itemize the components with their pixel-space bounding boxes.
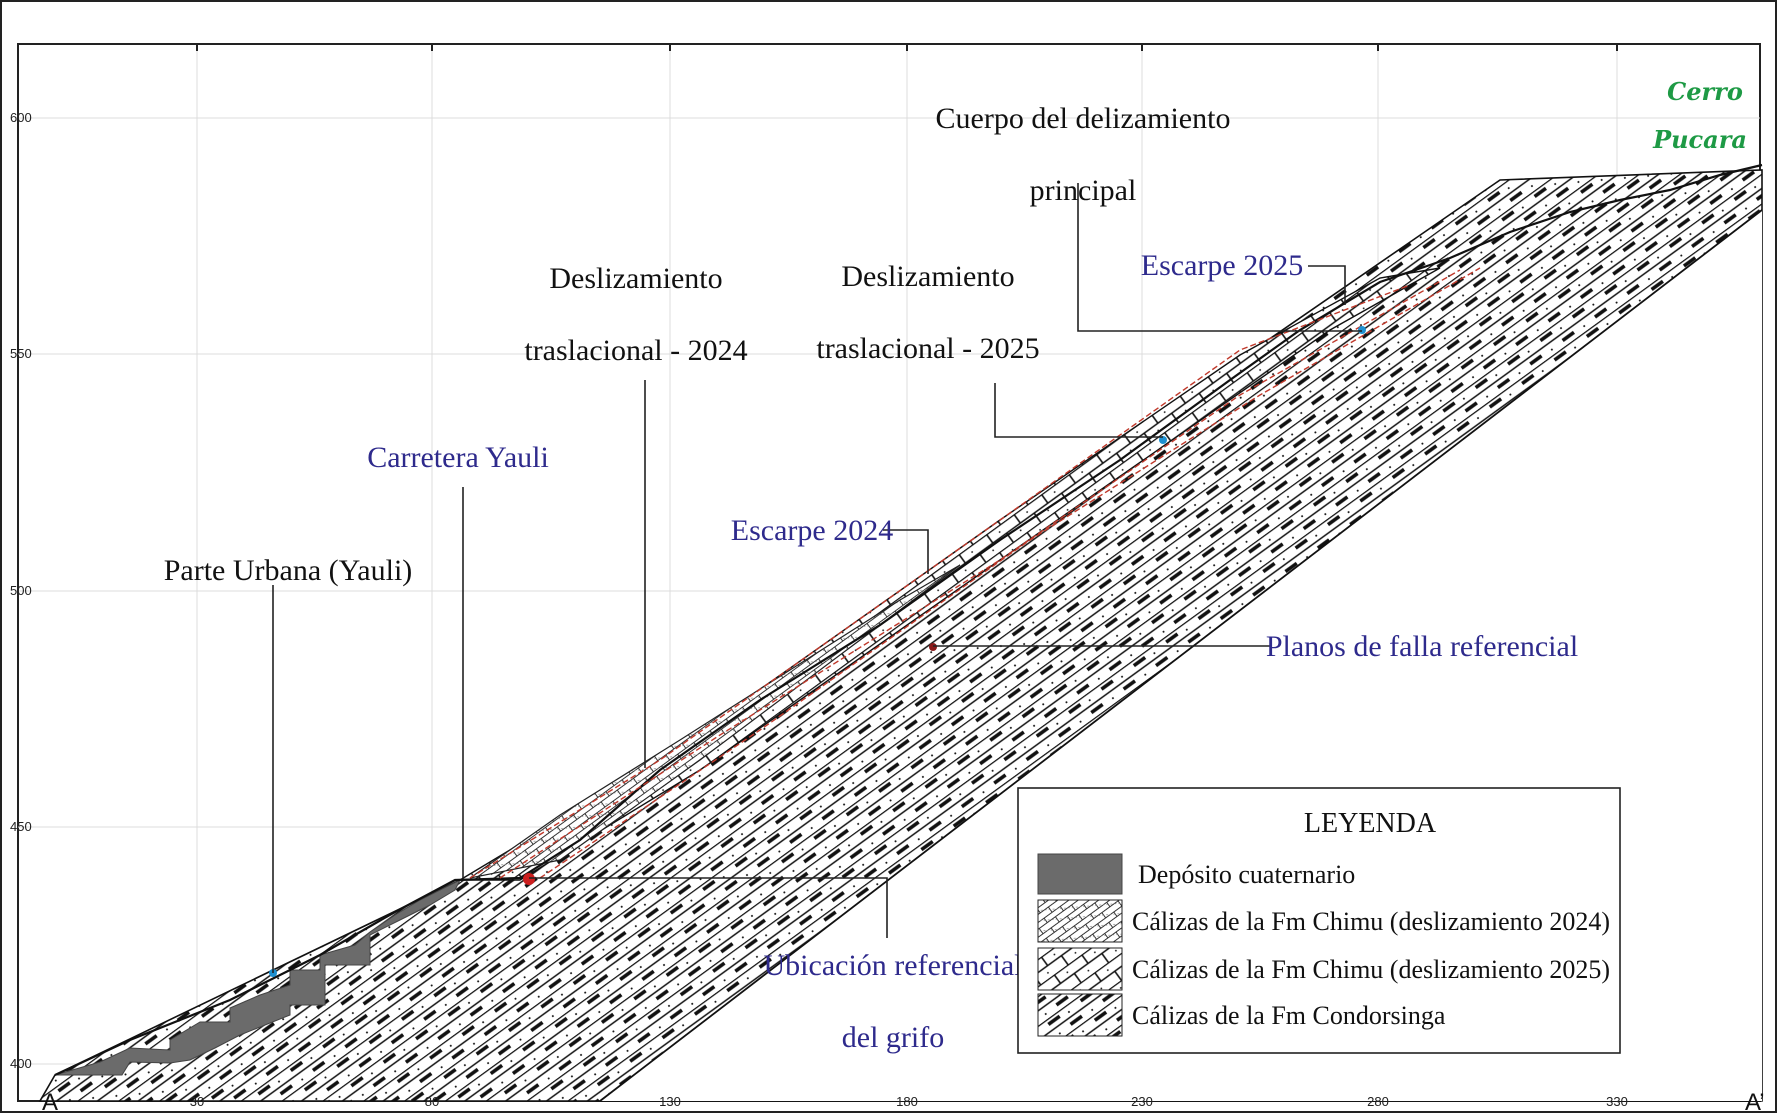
legend: LEYENDA Depósito cuaternario Cálizas de … — [1017, 787, 1621, 1054]
leader-lines — [272, 183, 1362, 973]
x-tick: 330 — [1606, 1094, 1628, 1109]
marker-grifo — [523, 873, 535, 885]
profile-end-a: A — [42, 1089, 58, 1113]
legend-item-label: Depósito cuaternario — [1138, 860, 1355, 889]
legend-title: LEYENDA — [1304, 808, 1437, 839]
marker-deslizamiento-2025 — [1159, 436, 1167, 444]
label-deslizamiento-2025: traslacional - 2025 — [816, 332, 1039, 365]
y-tick: 550 — [10, 346, 32, 361]
label-cuerpo-deslizamiento: Cuerpo del delizamiento — [936, 102, 1231, 135]
y-tick: 450 — [10, 819, 32, 834]
base-contact — [599, 209, 1763, 1102]
label-escarpe-2025: Escarpe 2025 — [1141, 249, 1303, 282]
label-deslizamiento-2024: traslacional - 2024 — [524, 334, 747, 367]
peak-label: Cerro — [1667, 77, 1743, 106]
legend-item-label: Cálizas de la Fm Chimu (deslizamiento 20… — [1132, 955, 1610, 984]
legend-item-label: Cálizas de la Fm Condorsinga — [1132, 1001, 1446, 1030]
legend-swatch-chimu-2025 — [1037, 947, 1123, 991]
profile-end-a-prime: A’ — [1745, 1089, 1765, 1113]
x-tick: 280 — [1367, 1094, 1389, 1109]
x-tick: 180 — [896, 1094, 918, 1109]
x-tick: 130 — [659, 1094, 681, 1109]
label-escarpe-2024: Escarpe 2024 — [731, 514, 893, 547]
x-tick: 80 — [425, 1094, 439, 1109]
x-tick: 230 — [1131, 1094, 1153, 1109]
legend-swatch-condorsinga — [1037, 993, 1123, 1037]
label-parte-urbana: Parte Urbana (Yauli) — [164, 554, 413, 587]
legend-swatch-deposit — [1037, 853, 1123, 895]
label-deslizamiento-2025: Deslizamiento — [841, 260, 1014, 293]
legend-swatch-chimu-2024 — [1037, 899, 1123, 943]
marker-escarpe-2025 — [1358, 326, 1366, 334]
label-ubicacion-grifo: del grifo — [842, 1021, 944, 1054]
quaternary-deposit — [54, 878, 462, 1076]
y-tick: 400 — [10, 1056, 32, 1071]
topographic-profile — [54, 163, 1763, 1076]
fault-planes — [469, 267, 1481, 879]
label-cuerpo-deslizamiento: principal — [1030, 174, 1137, 207]
label-deslizamiento-2024: Deslizamiento — [549, 262, 722, 295]
chimu-2025-unit — [457, 267, 1441, 881]
marker-falla — [929, 643, 937, 651]
label-carretera: Carretera Yauli — [367, 441, 549, 474]
y-tick: 600 — [10, 110, 32, 125]
label-ubicacion-grifo: Ubicación referencial — [764, 949, 1023, 982]
peak-label: Pucara — [1652, 125, 1747, 154]
x-tick: 30 — [190, 1094, 204, 1109]
legend-item-label: Cálizas de la Fm Chimu (deslizamiento 20… — [1132, 907, 1610, 936]
top-ticks — [196, 44, 1618, 51]
y-tick: 500 — [10, 583, 32, 598]
label-planos-falla: Planos de falla referencial — [1266, 630, 1578, 663]
